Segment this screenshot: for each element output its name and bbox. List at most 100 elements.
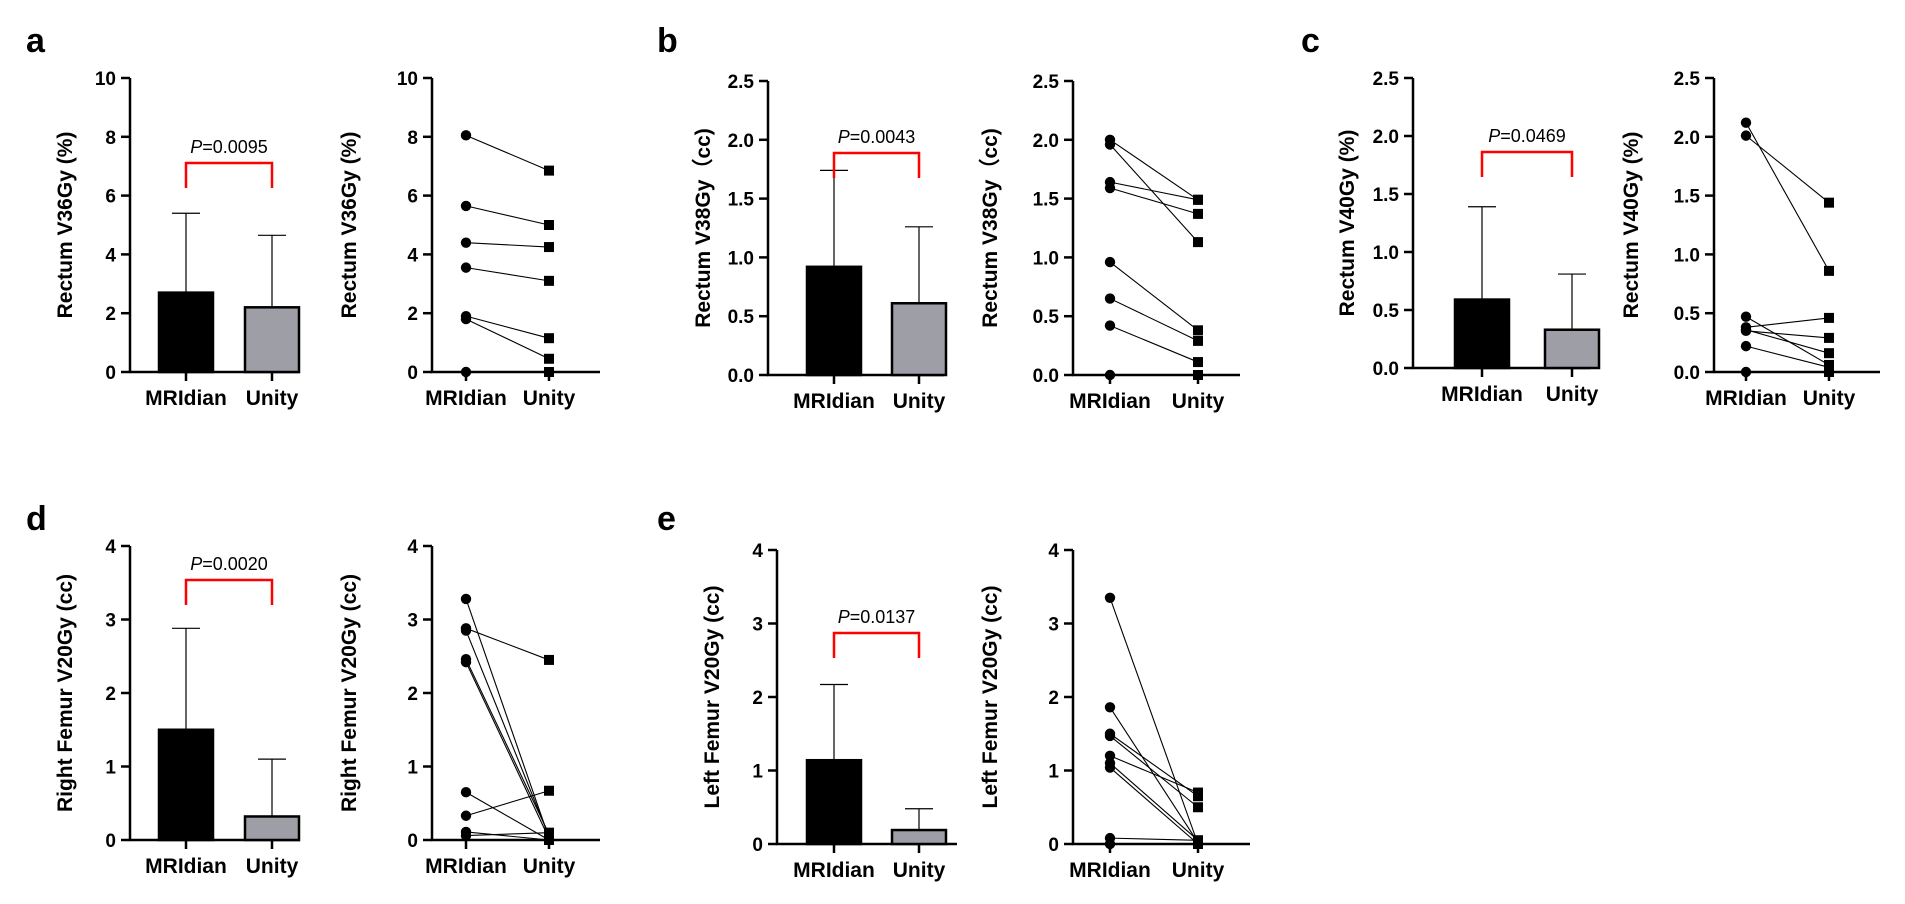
y-tick-label: 1.5: [728, 190, 755, 211]
p-value-label: P=0.0137: [838, 607, 916, 627]
paired-line: [1745, 135, 1830, 204]
y-tick-label: 1: [1048, 762, 1059, 783]
y-tick-label: 1.0: [728, 248, 754, 269]
point-unity: [1193, 194, 1203, 205]
y-tick-label: 2.5: [1373, 69, 1400, 90]
point-unity: [1824, 348, 1834, 359]
point-mridian: [460, 810, 472, 821]
point-unity: [544, 220, 554, 230]
paired-line: [1745, 345, 1830, 368]
point-unity: [544, 242, 554, 253]
y-tick-label: 4: [407, 537, 418, 558]
paired-line: [1109, 755, 1199, 794]
chart-a-paired: 0 2 4 6 8 10 MRIdian Unity Rectum V36Gy (%): [338, 69, 600, 410]
y-tick-label: 1.5: [1033, 190, 1060, 211]
y-tick-label: 2: [105, 684, 116, 705]
x-category-label: Unity: [1172, 859, 1225, 882]
y-tick-label: 1.5: [1674, 187, 1701, 208]
y-tick-label: 4: [1048, 541, 1059, 562]
paired-line: [465, 318, 550, 360]
y-axis-title: Rectum V38Gy（cc): [978, 128, 1002, 328]
bar-mridian: [157, 728, 215, 842]
bar-unity: [890, 302, 948, 377]
paired-line: [465, 627, 550, 661]
x-category-label: Unity: [1172, 390, 1225, 413]
chart-d-paired: 0 1 2 3 4 MRIdian Unity Right Femur V20Gy (cc): [338, 537, 600, 878]
paired-line: [465, 630, 550, 837]
bar-mridian: [805, 758, 863, 846]
y-axis-title: Right Femur V20Gy (cc): [338, 574, 361, 812]
y-axis-title: Left Femur V20Gy (cc): [701, 586, 724, 809]
bar-unity: [243, 815, 301, 842]
x-category-label: Unity: [893, 390, 946, 413]
x-category-label: Unity: [523, 855, 576, 878]
panel-label-d: d: [26, 500, 47, 538]
paired-line: [1109, 187, 1199, 215]
point-mridian: [1740, 366, 1752, 378]
point-unity: [1193, 370, 1203, 380]
y-tick-label: 0.0: [1033, 366, 1059, 387]
y-tick-label: 2.0: [728, 131, 754, 152]
y-tick-label: 0: [1048, 835, 1059, 856]
y-tick-label: 1: [407, 758, 418, 779]
x-category-label: Unity: [523, 387, 576, 410]
bar-mridian: [805, 265, 863, 377]
bar-unity: [1543, 328, 1601, 370]
y-tick-label: 1: [752, 762, 763, 783]
point-mridian: [1104, 369, 1116, 381]
point-unity: [1193, 208, 1203, 219]
y-tick-label: 0.0: [728, 366, 754, 387]
paired-line: [1745, 317, 1830, 328]
y-tick-label: 10: [95, 69, 116, 90]
point-mridian: [460, 130, 472, 141]
point-mridian: [1104, 750, 1116, 761]
significance-bracket: [832, 151, 921, 178]
y-tick-label: 2.0: [1674, 128, 1700, 149]
chart-c-paired: 0.0 0.5 1.0 1.5 2.0 2.5 MRIdian Unity Rectum V40…: [1620, 69, 1880, 410]
x-category-label: MRIdian: [425, 855, 507, 878]
paired-line: [1109, 706, 1199, 843]
p-value-label: P=0.0095: [190, 137, 268, 157]
y-tick-label: 4: [105, 245, 116, 266]
y-tick-label: 4: [752, 541, 763, 562]
y-tick-label: 2.0: [1033, 131, 1059, 152]
point-unity: [1193, 787, 1203, 798]
y-tick-label: 1.0: [1033, 248, 1059, 269]
chart-a-bar: 0 2 4 6 8 10 MRIdian Unity Rectum V36Gy (%) P=0.0…: [54, 69, 301, 410]
paired-line: [1109, 139, 1199, 201]
x-category-label: MRIdian: [145, 855, 227, 878]
x-category-label: MRIdian: [1441, 383, 1523, 406]
paired-line: [465, 315, 550, 339]
paired-line: [1745, 316, 1830, 366]
chart-d-bar: 0 1 2 3 4 MRIdian Unity Right Femur V20Gy (cc) P…: [54, 537, 301, 878]
y-tick-label: 2: [105, 304, 116, 325]
point-unity: [1824, 312, 1834, 323]
paired-line: [465, 831, 550, 841]
chart-b-bar: 0.0 0.5 1.0 1.5 2.0 2.5 MRIdian Unity Rectum V38…: [691, 72, 948, 413]
point-mridian: [1104, 293, 1116, 304]
point-mridian: [460, 366, 472, 378]
y-tick-label: 6: [105, 187, 116, 208]
significance-bracket: [184, 578, 274, 605]
y-tick-label: 2: [752, 688, 763, 709]
point-mridian: [1104, 320, 1116, 331]
point-unity: [1824, 332, 1834, 343]
y-tick-label: 3: [407, 611, 418, 632]
paired-line: [1109, 181, 1199, 201]
point-unity: [544, 353, 554, 364]
p-value-label: P=0.0020: [190, 554, 268, 574]
chart-b-paired: 0.0 0.5 1.0 1.5 2.0 2.5 MRIdian Unity Rectum V38…: [978, 72, 1240, 413]
y-tick-label: 1.0: [1373, 243, 1399, 264]
y-tick-label: 0: [752, 835, 763, 856]
x-category-label: MRIdian: [145, 387, 227, 410]
point-unity: [544, 654, 554, 665]
y-tick-label: 1: [105, 758, 116, 779]
panel-label-a: a: [26, 22, 46, 60]
point-mridian: [1740, 340, 1752, 352]
paired-line: [1745, 329, 1830, 354]
x-category-label: MRIdian: [1069, 859, 1151, 882]
y-tick-label: 0.5: [728, 307, 755, 328]
bar-unity: [243, 306, 301, 374]
chart-c-bar: 0.0 0.5 1.0 1.5 2.0 2.5 MRIdian Unity Rectum V40…: [1336, 69, 1601, 406]
paired-line: [1109, 735, 1199, 808]
